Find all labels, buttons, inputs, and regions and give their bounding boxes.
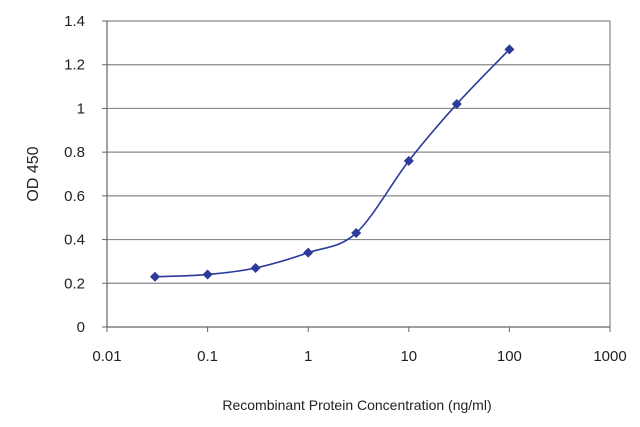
x-tick-label: 0.01	[92, 348, 121, 365]
x-tick-label: 10	[400, 348, 417, 365]
y-tick-label: 0.2	[64, 275, 85, 292]
x-tick-label: 1	[304, 348, 312, 365]
data-point	[250, 262, 261, 273]
x-axis-title: Recombinant Protein Concentration (ng/ml…	[222, 397, 491, 413]
y-tick-label: 0.8	[64, 144, 85, 161]
tick-labels: 0 0.2 0.4 0.6 0.8 1 1.2 1.4 0.01 0.1 1 10 100 1000	[64, 13, 627, 365]
x-tick-label: 0.1	[197, 348, 218, 365]
y-axis-title: OD 450	[25, 146, 42, 201]
data-point	[303, 247, 314, 258]
data-point	[351, 228, 362, 239]
data-point	[149, 271, 160, 282]
gridlines	[107, 20, 611, 327]
plot-area	[107, 21, 610, 327]
y-tick-label: 1.4	[64, 13, 85, 30]
y-tick-label: 1.2	[64, 57, 85, 74]
plot-background	[107, 21, 610, 327]
data-point	[202, 269, 213, 280]
x-tick-label: 100	[497, 348, 522, 365]
data-point	[504, 44, 515, 55]
y-tick-label: 0.6	[64, 188, 85, 205]
y-tick-label: 0.4	[64, 232, 85, 249]
data-series	[149, 44, 515, 282]
y-tick-label: 1	[77, 100, 85, 117]
axes	[102, 20, 611, 332]
data-point	[403, 155, 414, 166]
x-tick-label: 1000	[593, 348, 626, 365]
y-tick-label: 0	[77, 319, 85, 336]
data-point	[451, 99, 462, 110]
